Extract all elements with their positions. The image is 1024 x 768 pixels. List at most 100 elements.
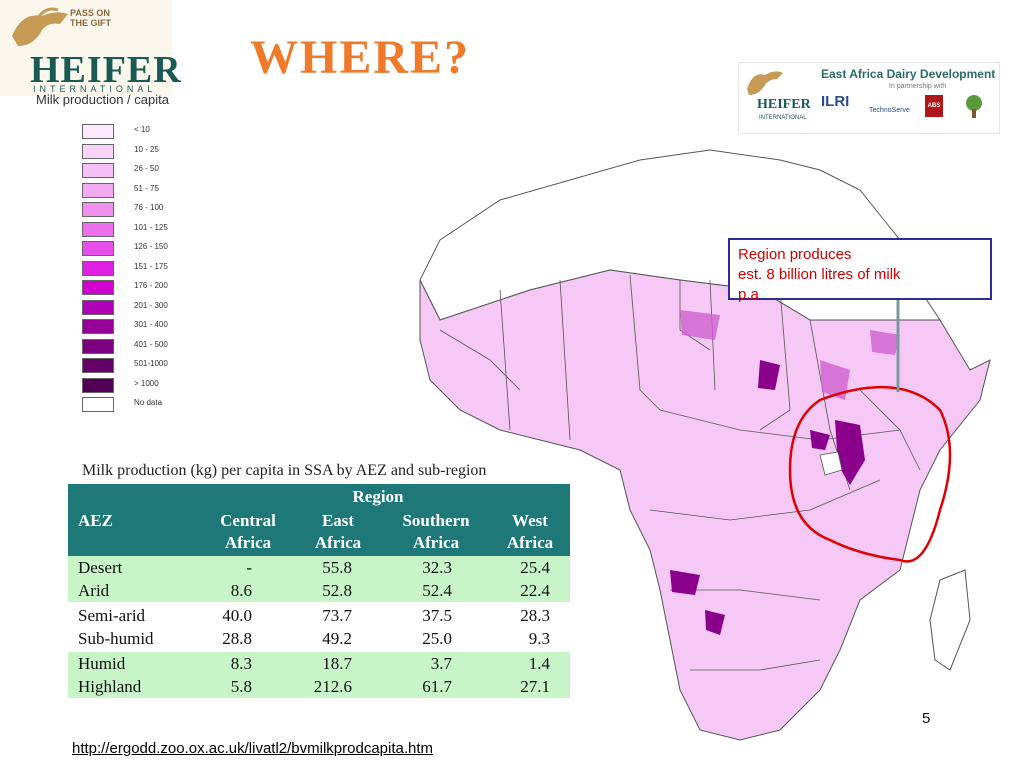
table-row: Sub-humid 28.8 49.2 25.0 9.3 [68,627,570,650]
aez-cell: Arid [78,581,110,600]
logo-sub: INTERNATIONAL [33,84,157,94]
table-row: Humid 8.3 18.7 3.7 1.4 [68,652,570,675]
table-row: Arid 8.6 52.8 52.4 22.4 [68,579,570,602]
value-cell: 5.8 [230,677,252,696]
legend-swatch [82,163,114,178]
callout-line-3: p.a [738,286,759,303]
legend-swatch [82,397,114,412]
high-production-areas [670,360,865,635]
legend-label: 76 - 100 [134,203,164,212]
value-cell: 28.3 [520,606,550,625]
eadd-partner-text: In partnership with [889,83,947,90]
value-cell: 49.2 [322,629,352,648]
value-cell: 1.4 [528,654,550,673]
legend-swatch [82,182,114,198]
page-number: 5 [922,710,931,727]
value-cell: 52.4 [422,581,452,600]
value-cell: 25.0 [422,629,452,648]
value-cell: 25.4 [520,558,550,577]
logo-tagline: PASS ON THE GIFT [70,8,111,28]
table-row: Desert - 55.8 32.3 25.4 [68,556,570,579]
legend-label: 151 - 175 [134,261,168,271]
legend-swatch [82,260,114,276]
logo-name: HEIFER [30,49,182,91]
technoserve-logo: TechnoServe [869,107,910,114]
value-cell: 32.3 [422,558,452,577]
abs-logo: ABS [925,95,943,117]
legend-swatch [82,143,114,159]
heifer-logo: PASS ON THE GIFT HEIFER INTERNATIONAL [0,0,181,96]
table-body: Desert - 55.8 32.3 25.4 Arid 8.6 52.8 52.4 22.4 Se… [68,556,570,698]
legend-label: 301 - 400 [134,320,168,329]
callout-line-1: Region produces [738,246,852,263]
value-cell: 61.7 [422,677,452,696]
aez-cell: Sub-humid [78,629,154,648]
lake-victoria [819,451,843,476]
table-title: Milk production (kg) per capita in SSA b… [82,462,487,479]
legend-swatch [82,124,114,139]
heifer-cow-icon [12,7,68,46]
eadd-title: East Africa Dairy Development [821,67,996,81]
madagascar [929,569,971,671]
value-cell: 52.8 [322,581,352,600]
region-header: Region [352,487,404,506]
callout-line-2: est. 8 billion litres of milk [738,266,901,283]
value-cell: 73.7 [322,606,352,625]
ssa-region [419,269,991,741]
legend-label: 176 - 200 [134,281,168,290]
aez-header: AEZ [78,511,113,530]
aez-cell: Semi-arid [78,606,146,625]
value-cell: 40.0 [222,606,252,625]
legend-label: 51 - 75 [134,183,159,193]
value-cell: 18.7 [322,654,352,673]
tree-icon [966,95,982,118]
legend-swatch [82,338,114,354]
heifer-cow-icon [747,71,783,95]
legend-label: > 1000 [134,378,159,388]
legend-label: No data [134,398,163,407]
value-cell: - [246,558,252,577]
table-row: Semi-arid 40.0 73.7 37.5 28.3 [68,604,570,627]
legend-swatch [82,241,114,256]
legend-swatch [82,319,114,334]
value-cell: 28.8 [222,629,252,648]
legend-label: 501-1000 [134,359,168,368]
eadd-heifer-text: HEIFER [757,97,811,112]
legend-swatch [82,299,114,315]
legend-label: 126 - 150 [134,242,168,251]
production-callout: Region produces est. 8 billion litres of… [728,238,992,303]
value-cell: 9.3 [528,629,550,648]
source-link[interactable]: http://ergodd.zoo.ox.ac.uk/livatl2/bvmil… [72,740,434,757]
value-cell: 37.5 [422,606,452,625]
value-cell: 212.6 [313,677,352,696]
legend-title: Milk production / capita [36,92,169,107]
legend-label: 10 - 25 [134,144,159,154]
value-cell: 55.8 [322,558,352,577]
table-row: Highland 5.8 212.6 61.7 27.1 [68,675,570,698]
slide-title: WHERE? [250,31,471,84]
col-southern: Southern Africa [402,511,470,552]
ilri-logo: ILRI [821,93,850,110]
legend-swatch [82,358,114,373]
eadd-logo: HEIFER INTERNATIONAL East Africa Dairy D… [738,62,1000,134]
aez-cell: Desert [78,558,123,577]
eadd-heifer-sub: INTERNATIONAL [759,115,807,121]
table-header: Region AEZ Central Africa East Africa Sout… [68,484,570,556]
col-west: West Africa [506,511,554,552]
legend-label: 26 - 50 [134,164,159,173]
value-cell: 8.6 [230,581,252,600]
legend-label: 201 - 300 [134,300,168,310]
east-africa-highlight-ring [788,385,952,563]
col-central: Central Africa [220,511,276,552]
legend-label: < 10 [134,125,150,134]
legend-label: 401 - 500 [134,339,168,349]
value-cell: 8.3 [230,654,252,673]
col-east: East Africa [314,511,362,552]
medium-production-areas [680,310,900,400]
aez-cell: Highland [78,677,142,696]
legend-swatch [82,221,114,237]
legend-swatch [82,377,114,393]
milk-production-table: Region AEZ Central Africa East Africa Sout… [68,484,570,698]
legend-swatch [82,280,114,295]
legend-label: 101 - 125 [134,222,168,232]
